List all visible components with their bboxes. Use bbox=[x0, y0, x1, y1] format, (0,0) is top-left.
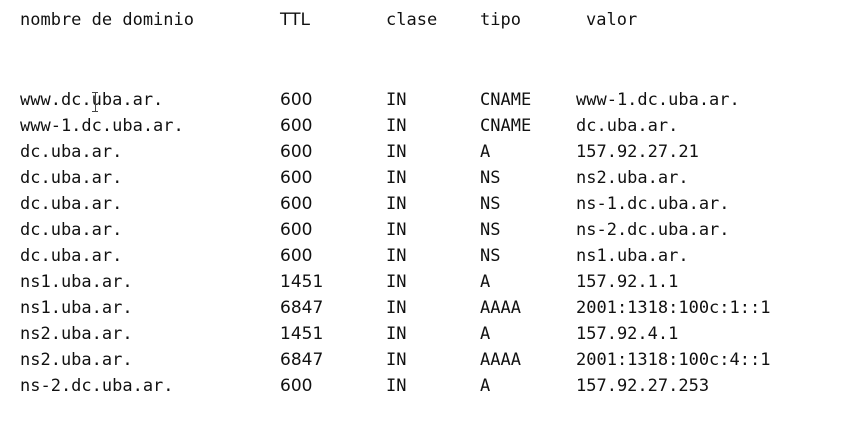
row-class: IN bbox=[386, 90, 407, 110]
table-row: dc.uba.ar. 600 IN NS ns1.uba.ar. bbox=[0, 244, 867, 268]
row-domain-name: ns-2.dc.uba.ar. bbox=[20, 376, 174, 396]
row-value: 157.92.27.21 bbox=[576, 142, 699, 162]
row-type: AAAA bbox=[480, 298, 521, 318]
table-row: ns-2.dc.uba.ar. 600 IN A 157.92.27.253 bbox=[0, 374, 867, 398]
row-type: NS bbox=[480, 194, 501, 214]
row-value: 2001:1318:100c:1::1 bbox=[576, 298, 771, 318]
table-row: ns2.uba.ar. 6847 IN AAAA 2001:1318:100c:… bbox=[0, 348, 867, 372]
text-cursor-icon bbox=[92, 92, 98, 112]
table-row: ns1.uba.ar. 6847 IN AAAA 2001:1318:100c:… bbox=[0, 296, 867, 320]
row-ttl: 600 bbox=[280, 246, 313, 266]
row-class: IN bbox=[386, 168, 407, 188]
row-value: 157.92.1.1 bbox=[576, 272, 679, 292]
header-value: valor bbox=[586, 10, 638, 30]
table-row: dc.uba.ar. 600 IN NS ns-1.dc.uba.ar. bbox=[0, 192, 867, 216]
row-class: IN bbox=[386, 220, 407, 240]
header-type: tipo bbox=[480, 10, 521, 30]
row-ttl: 600 bbox=[280, 90, 313, 110]
row-class: IN bbox=[386, 324, 407, 344]
row-domain-name: ns2.uba.ar. bbox=[20, 324, 133, 344]
row-type: AAAA bbox=[480, 350, 521, 370]
row-class: IN bbox=[386, 116, 407, 136]
table-row: dc.uba.ar. 600 IN A 157.92.27.21 bbox=[0, 140, 867, 164]
row-type: A bbox=[480, 324, 491, 344]
row-type: A bbox=[480, 272, 491, 292]
row-class: IN bbox=[386, 142, 407, 162]
row-value: 157.92.27.253 bbox=[576, 376, 710, 396]
row-value: 157.92.4.1 bbox=[576, 324, 679, 344]
row-ttl: 6847 bbox=[280, 350, 324, 370]
row-ttl: 1451 bbox=[280, 324, 324, 344]
row-type: NS bbox=[480, 246, 501, 266]
row-domain-name: dc.uba.ar. bbox=[20, 246, 123, 266]
row-class: IN bbox=[386, 350, 407, 370]
row-value: dc.uba.ar. bbox=[576, 116, 679, 136]
row-value: ns-2.dc.uba.ar. bbox=[576, 220, 730, 240]
row-domain-name: dc.uba.ar. bbox=[20, 168, 123, 188]
table-row: dc.uba.ar. 600 IN NS ns-2.dc.uba.ar. bbox=[0, 218, 867, 242]
row-ttl: 600 bbox=[280, 194, 313, 214]
row-ttl: 6847 bbox=[280, 298, 324, 318]
row-class: IN bbox=[386, 298, 407, 318]
row-type: NS bbox=[480, 168, 501, 188]
header-ttl: TTL bbox=[280, 10, 310, 30]
table-row: www-1.dc.uba.ar. 600 IN CNAME dc.uba.ar. bbox=[0, 114, 867, 138]
row-ttl: 600 bbox=[280, 142, 313, 162]
row-domain-name: ns2.uba.ar. bbox=[20, 350, 133, 370]
row-type: A bbox=[480, 142, 491, 162]
row-value: www-1.dc.uba.ar. bbox=[576, 90, 740, 110]
row-domain-name: www-1.dc.uba.ar. bbox=[20, 116, 184, 136]
row-domain-name: ns1.uba.ar. bbox=[20, 272, 133, 292]
table-header: nombre de dominio TTL clase tipo valor bbox=[0, 8, 867, 32]
row-ttl: 600 bbox=[280, 116, 313, 136]
row-class: IN bbox=[386, 376, 407, 396]
row-class: IN bbox=[386, 194, 407, 214]
table-row: www.dc.uba.ar. 600 IN CNAME www-1.dc.uba… bbox=[0, 88, 867, 112]
row-type: CNAME bbox=[480, 116, 532, 136]
row-ttl: 600 bbox=[280, 376, 313, 396]
table-row: ns1.uba.ar. 1451 IN A 157.92.1.1 bbox=[0, 270, 867, 294]
row-ttl: 1451 bbox=[280, 272, 324, 292]
table-row: ns2.uba.ar. 1451 IN A 157.92.4.1 bbox=[0, 322, 867, 346]
table-row: dc.uba.ar. 600 IN NS ns2.uba.ar. bbox=[0, 166, 867, 190]
row-type: A bbox=[480, 376, 491, 396]
row-type: CNAME bbox=[480, 90, 532, 110]
row-value: 2001:1318:100c:4::1 bbox=[576, 350, 771, 370]
header-class: clase bbox=[386, 10, 438, 30]
row-class: IN bbox=[386, 272, 407, 292]
row-domain-name: www.dc.uba.ar. bbox=[20, 90, 164, 110]
row-ttl: 600 bbox=[280, 220, 313, 240]
row-type: NS bbox=[480, 220, 501, 240]
row-ttl: 600 bbox=[280, 168, 313, 188]
row-domain-name: dc.uba.ar. bbox=[20, 142, 123, 162]
row-value: ns-1.dc.uba.ar. bbox=[576, 194, 730, 214]
row-domain-name: dc.uba.ar. bbox=[20, 194, 123, 214]
row-domain-name: dc.uba.ar. bbox=[20, 220, 123, 240]
row-value: ns2.uba.ar. bbox=[576, 168, 689, 188]
row-value: ns1.uba.ar. bbox=[576, 246, 689, 266]
row-domain-name: ns1.uba.ar. bbox=[20, 298, 133, 318]
row-class: IN bbox=[386, 246, 407, 266]
header-domain-name: nombre de dominio bbox=[20, 10, 194, 30]
